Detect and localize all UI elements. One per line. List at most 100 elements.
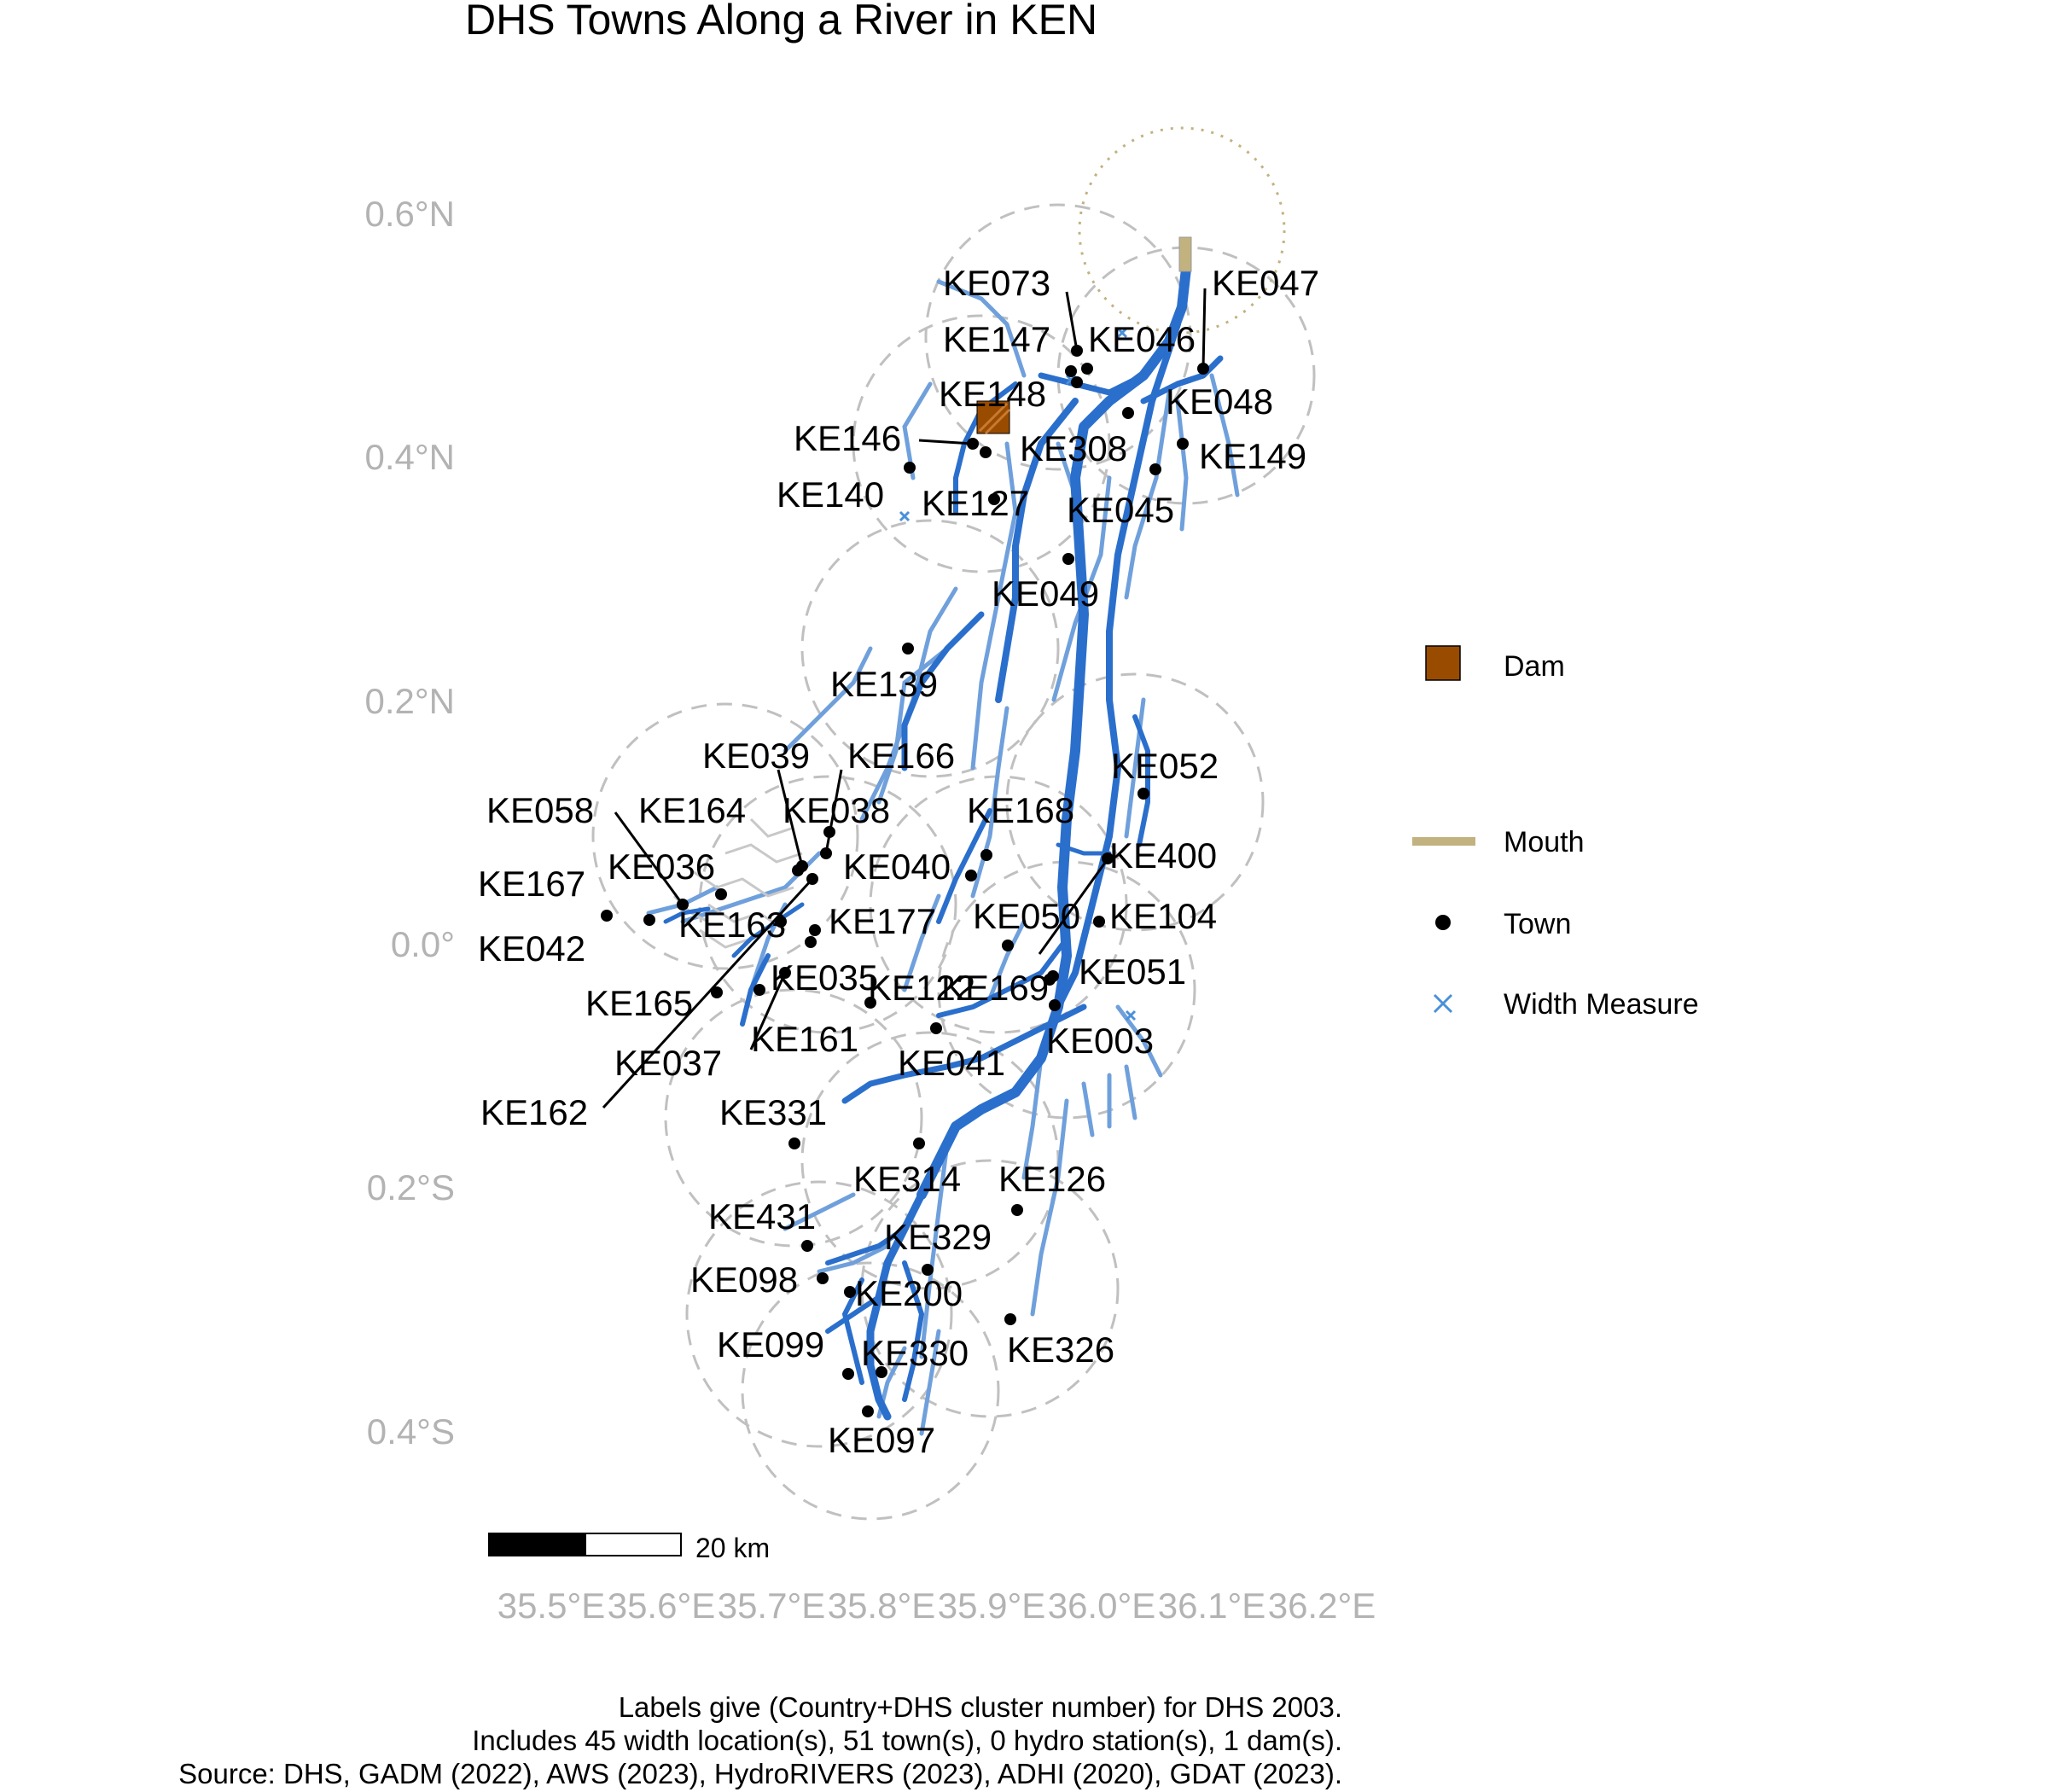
town-label: KE164 bbox=[638, 790, 746, 830]
town-label: KE073 bbox=[943, 263, 1050, 303]
town-label: KE163 bbox=[678, 905, 786, 945]
town-ke039: KE039 bbox=[702, 736, 810, 872]
town-label: KE058 bbox=[486, 790, 594, 830]
town-point bbox=[876, 1366, 887, 1378]
town-point bbox=[967, 438, 979, 450]
town-label: KE040 bbox=[843, 847, 951, 887]
town-ke048: KE048 bbox=[1122, 381, 1273, 422]
town-label: KE041 bbox=[898, 1043, 1005, 1083]
y-label-0: 0.6°N bbox=[364, 194, 455, 234]
town-point bbox=[809, 924, 821, 936]
town-label: KE042 bbox=[478, 928, 585, 969]
main-river bbox=[663, 264, 1224, 1421]
town-ke051: KE051 bbox=[1047, 951, 1186, 992]
town-point bbox=[677, 899, 689, 911]
town-ke146: KE146 bbox=[794, 418, 979, 458]
town-ke314: KE314 bbox=[853, 1137, 961, 1199]
caption: Labels give (Country+DHS cluster number)… bbox=[178, 1691, 1342, 1789]
town-label: KE104 bbox=[1109, 896, 1217, 936]
town-ke038: KE038 bbox=[783, 790, 890, 838]
legend-item-dam: Dam bbox=[1425, 645, 1565, 683]
town-ke169: KE169 bbox=[941, 968, 1056, 1008]
caption-line-1: Labels give (Country+DHS cluster number)… bbox=[619, 1691, 1342, 1723]
town-ke122: KE122 bbox=[864, 968, 975, 1009]
town-ke035: KE035 bbox=[771, 936, 878, 998]
town-ke037: KE037 bbox=[614, 984, 765, 1083]
town-point bbox=[775, 916, 787, 928]
town-label: KE308 bbox=[1020, 428, 1127, 468]
legend-label-dam: Dam bbox=[1504, 650, 1565, 683]
town-label: KE038 bbox=[783, 790, 890, 830]
town-label: KE098 bbox=[690, 1260, 798, 1300]
x-label-3: 35.8°E bbox=[828, 1585, 936, 1626]
town-label: KE167 bbox=[478, 864, 585, 904]
town-point bbox=[1197, 363, 1209, 375]
town-label: KE146 bbox=[794, 418, 901, 458]
town-ke058: KE058 bbox=[486, 790, 689, 911]
town-label: KE166 bbox=[847, 736, 955, 776]
town-point bbox=[806, 873, 818, 885]
town-buffers bbox=[591, 203, 1316, 1521]
town-ke177: KE177 bbox=[809, 901, 936, 941]
town-label: KE177 bbox=[829, 901, 936, 941]
town-point bbox=[1071, 345, 1083, 357]
town-point bbox=[1049, 999, 1061, 1011]
scale-bar: 20 km bbox=[488, 1533, 770, 1563]
town-point bbox=[805, 936, 817, 948]
town-label: KE168 bbox=[967, 790, 1074, 830]
legend-label-town: Town bbox=[1504, 908, 1571, 940]
caption-line-2: Includes 45 width location(s), 51 town(s… bbox=[472, 1725, 1342, 1756]
town-ke139: KE139 bbox=[830, 643, 938, 704]
legend-key-mouth bbox=[1412, 837, 1475, 846]
town-ke052: KE052 bbox=[1111, 746, 1219, 800]
town-ke126: KE126 bbox=[998, 1159, 1106, 1216]
legend: Dam Mouth Town Width Measure bbox=[1412, 645, 1699, 1021]
buffer-circle bbox=[698, 775, 957, 1034]
town-ke149: KE149 bbox=[1177, 436, 1306, 476]
town-ke050: KE050 bbox=[973, 896, 1080, 951]
town-label: KE331 bbox=[719, 1092, 827, 1132]
town-point bbox=[862, 1405, 874, 1417]
town-point bbox=[842, 1368, 854, 1380]
town-label: KE099 bbox=[717, 1324, 824, 1364]
mouth-buffer bbox=[1078, 126, 1286, 335]
town-label: KE326 bbox=[1007, 1329, 1114, 1370]
town-point bbox=[965, 870, 977, 881]
x-axis-labels: 35.5°E 35.6°E 35.7°E 35.8°E 35.9°E 36.0°… bbox=[497, 1585, 1376, 1626]
town-point bbox=[904, 462, 916, 474]
town-ke104: KE104 bbox=[1093, 896, 1217, 936]
town-ke400: KE400 bbox=[1102, 835, 1217, 876]
y-label-2: 0.2°N bbox=[364, 681, 455, 721]
town-ke326: KE326 bbox=[1004, 1313, 1114, 1370]
town-label: KE039 bbox=[702, 736, 810, 776]
town-ke161: KE161 bbox=[751, 967, 858, 1059]
town-label: KE200 bbox=[855, 1273, 963, 1313]
town-point bbox=[864, 997, 876, 1009]
town-point bbox=[1047, 970, 1059, 982]
town-label: KE037 bbox=[614, 1043, 722, 1083]
legend-key-dam bbox=[1425, 645, 1461, 681]
buffer-circle bbox=[852, 314, 1111, 573]
town-ke046: KE046 bbox=[1081, 319, 1196, 375]
buffer-circle bbox=[860, 1159, 1120, 1418]
town-point bbox=[1062, 553, 1074, 565]
town-point bbox=[753, 984, 765, 996]
town-label: KE049 bbox=[992, 573, 1099, 614]
town-ke098: KE098 bbox=[690, 1260, 829, 1300]
town-point bbox=[823, 826, 835, 838]
town-label: KE147 bbox=[943, 319, 1050, 359]
town-label: KE050 bbox=[973, 896, 1080, 936]
town-label: KE139 bbox=[830, 664, 938, 704]
town-ke167: KE167 bbox=[478, 864, 613, 922]
town-ke331: KE331 bbox=[719, 1092, 827, 1149]
buffer-circle bbox=[924, 203, 1192, 471]
mouth-marker bbox=[1178, 236, 1192, 272]
town-point bbox=[988, 493, 1000, 505]
town-label: KE314 bbox=[853, 1159, 961, 1199]
town-point bbox=[930, 1022, 942, 1034]
town-label: KE048 bbox=[1166, 381, 1273, 422]
town-ke164: KE164 bbox=[638, 790, 804, 876]
town-point bbox=[1149, 463, 1161, 475]
towns-layer: KE047 KE073 KE147 KE046 KE148 KE048 KE146 KE308… bbox=[478, 263, 1319, 1460]
